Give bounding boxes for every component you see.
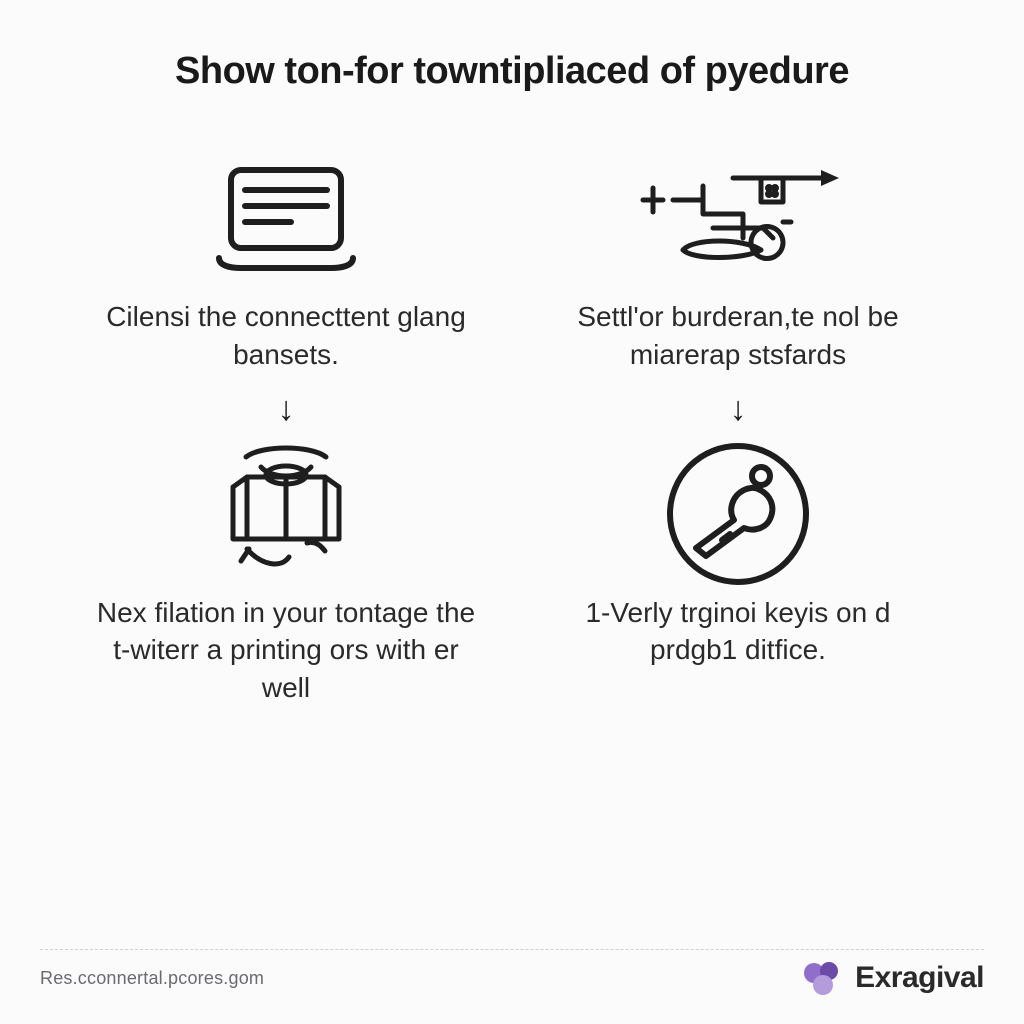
cell-caption: Settl'or burderan,te nol be miarerap sts… [548,298,928,374]
cell-machine: Settl'or burderan,te nol be miarerap sts… [542,148,934,374]
cell-caption: 1-Verly trginoi keyis on d prdgb1 ditfic… [548,594,928,670]
cell-laptop: Cilensi the connecttent glang bansets. [90,148,482,374]
package-icon [90,444,482,584]
cell-key: 1-Verly trginoi keyis on d prdgb1 ditfic… [542,444,934,707]
brand-logo-icon [801,960,845,996]
arrow-down-icon: ↓ [730,392,747,426]
cell-caption: Cilensi the connecttent glang bansets. [96,298,476,374]
cell-package: Nex filation in your tontage the t-witer… [90,444,482,707]
arrow-down-icon: ↓ [278,392,295,426]
key-icon [542,444,934,584]
machine-icon [542,148,934,288]
footer-brand: Exragival [801,960,984,996]
page-title: Show ton-for towntipliaced of pyedure [50,50,974,93]
arrow-down-left: ↓ [90,374,482,444]
infographic-grid: Cilensi the connecttent glang bansets. [50,148,974,707]
laptop-icon [90,148,482,288]
footer: Res.cconnertal.pcores.gom Exragival [40,949,984,996]
cell-caption: Nex filation in your tontage the t-witer… [96,594,476,707]
footer-source: Res.cconnertal.pcores.gom [40,968,264,989]
brand-name: Exragival [855,961,984,995]
